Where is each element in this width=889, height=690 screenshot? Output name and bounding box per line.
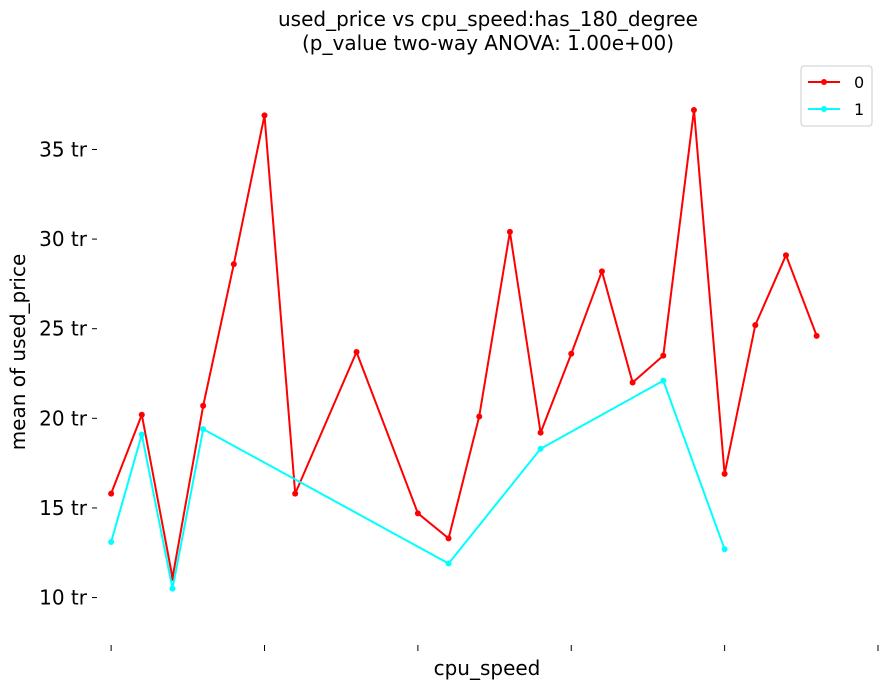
legend: 01 (800, 65, 873, 127)
y-tick-label: 20 tr (39, 406, 88, 430)
data-point-0 (537, 429, 544, 436)
chart-title-line1: used_price vs cpu_speed:has_180_degree (278, 7, 698, 31)
y-tick-label: 15 tr (39, 496, 88, 520)
series-layer (108, 107, 820, 592)
data-point-0 (476, 413, 483, 420)
data-point-0 (660, 352, 667, 359)
data-point-0 (414, 510, 421, 517)
data-point-1 (721, 546, 728, 553)
data-point-0 (292, 490, 299, 497)
series-line-1 (110, 379, 726, 590)
data-point-0 (690, 107, 697, 114)
y-tick-label: 30 tr (39, 227, 88, 251)
data-point-1 (108, 539, 115, 545)
legend-label-0: 0 (854, 73, 864, 92)
x-axis (110, 645, 879, 651)
chart-title: used_price vs cpu_speed:has_180_degree (… (0, 7, 889, 55)
chart-title-line2: (p_value two-way ANOVA: 1.00e+00) (301, 31, 675, 55)
data-point-0 (506, 228, 513, 235)
data-point-1 (660, 377, 667, 384)
data-point-0 (108, 490, 115, 497)
legend-label-1: 1 (854, 100, 864, 119)
x-axis-label: cpu_speed (434, 656, 541, 680)
data-point-0 (568, 350, 575, 357)
data-point-0 (598, 268, 605, 275)
data-point-0 (629, 379, 636, 386)
data-point-0 (752, 322, 759, 329)
y-tick-label: 25 tr (39, 317, 88, 341)
data-point-0 (782, 252, 789, 259)
data-point-0 (261, 112, 268, 119)
data-point-1 (200, 426, 207, 433)
data-point-0 (813, 332, 820, 339)
data-point-0 (445, 535, 452, 542)
legend-marker-0 (821, 79, 827, 85)
y-axis: 10 tr 15 tr 20 tr 25 tr 30 tr 35 tr (39, 137, 97, 610)
data-point-0 (353, 349, 360, 355)
legend-marker-1 (821, 106, 827, 112)
y-tick-label: 10 tr (39, 586, 88, 610)
data-point-1 (138, 431, 145, 438)
y-tick-label: 35 tr (39, 137, 88, 161)
y-axis-label: mean of used_price (6, 254, 30, 451)
data-point-0 (721, 470, 728, 477)
data-point-1 (445, 560, 452, 567)
data-point-0 (230, 261, 237, 268)
data-point-1 (169, 585, 176, 592)
data-point-0 (200, 402, 207, 409)
series-line-0 (110, 109, 818, 579)
data-point-1 (537, 445, 544, 452)
data-point-0 (138, 411, 145, 418)
